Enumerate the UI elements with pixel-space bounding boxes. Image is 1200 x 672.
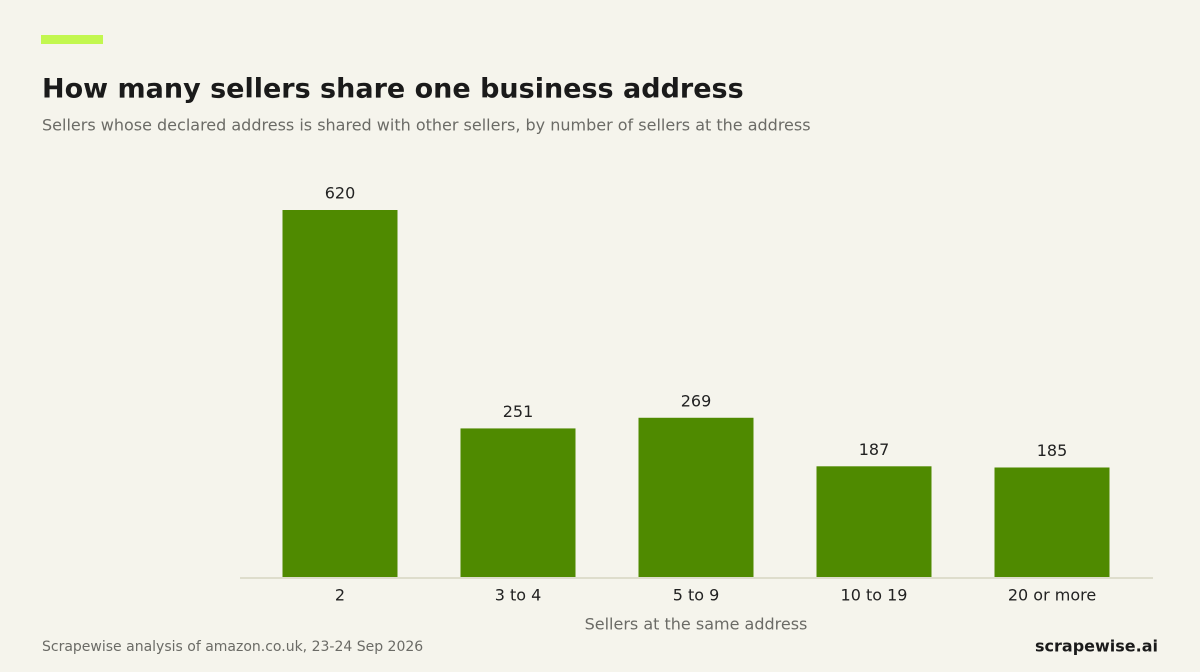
value-label: 185 [1037,441,1068,460]
value-label: 269 [681,391,712,410]
x-tick-label: 3 to 4 [495,586,542,605]
bar [638,417,754,577]
chart-subtitle: Sellers whose declared address is shared… [42,116,811,135]
bar [460,428,576,577]
bar [282,210,398,577]
accent-bar [41,35,103,44]
chart-title: How many sellers share one business addr… [42,74,744,105]
x-tick-label: 10 to 19 [841,586,908,605]
x-tick-label: 2 [335,586,345,605]
x-tick-label: 5 to 9 [673,586,720,605]
bar [994,467,1110,577]
value-label: 251 [503,402,534,421]
value-label: 187 [859,440,890,459]
value-label: 620 [325,184,356,203]
x-axis-title: Sellers at the same address [585,615,808,634]
brand: scrapewise.ai [1035,637,1158,656]
bar [816,466,932,577]
x-tick-label: 20 or more [1008,586,1096,605]
source-note: Scrapewise analysis of amazon.co.uk, 23-… [42,639,423,655]
